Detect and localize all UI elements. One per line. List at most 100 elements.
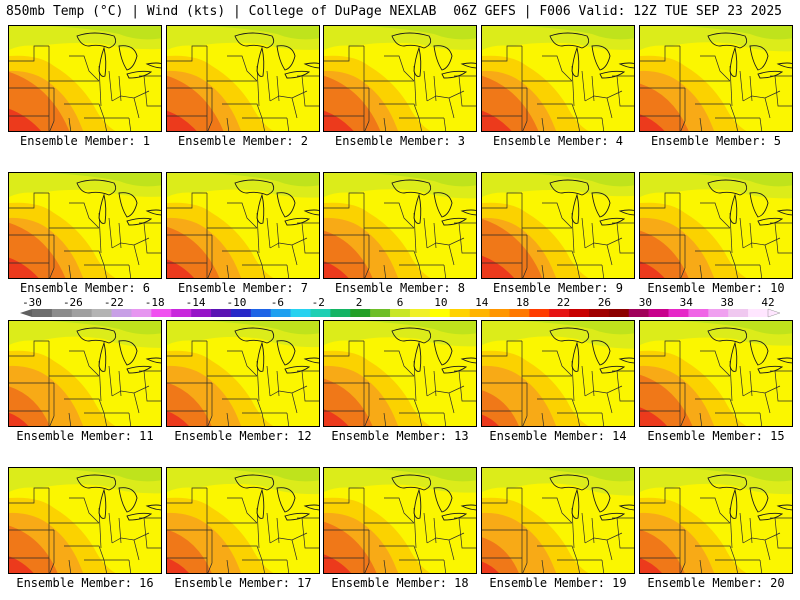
ensemble-member-label: Ensemble Member: 12 xyxy=(174,429,312,443)
temperature-map xyxy=(640,173,792,278)
ensemble-panel xyxy=(323,172,477,279)
colorbar-tick-label: -18 xyxy=(145,297,165,309)
colorbar-tick-label: -30 xyxy=(22,297,42,309)
temperature-map xyxy=(324,173,476,278)
ensemble-member-label: Ensemble Member: 6 xyxy=(19,281,151,295)
colorbar-tick-label: 42 xyxy=(761,297,774,309)
ensemble-member-label: Ensemble Member: 14 xyxy=(489,429,627,443)
ensemble-panel xyxy=(639,172,793,279)
map-title: 850mb Temp (°C) | Wind (kts) | College o… xyxy=(6,4,437,19)
temperature-colorbar: -30 -26 -22 -18 -14 -10 -6 -2 2 6 10 14 18 22 26 30 34 38… xyxy=(20,297,781,318)
ensemble-panel xyxy=(8,467,162,574)
temperature-map xyxy=(640,468,792,573)
colorbar-tick-label: 18 xyxy=(516,297,529,309)
ensemble-panel xyxy=(481,172,635,279)
ensemble-member-label: Ensemble Member: 20 xyxy=(647,576,785,590)
colorbar-tick-label: 30 xyxy=(639,297,652,309)
colorbar-swatch xyxy=(111,309,132,317)
colorbar-tick-label: 26 xyxy=(598,297,611,309)
colorbar-swatch xyxy=(429,309,451,317)
colorbar-swatch xyxy=(489,309,510,317)
ensemble-panel xyxy=(323,467,477,574)
ensemble-member-label: Ensemble Member: 1 xyxy=(19,134,151,148)
colorbar-swatch xyxy=(569,309,590,317)
colorbar-swatch xyxy=(211,309,232,317)
ensemble-member-label: Ensemble Member: 19 xyxy=(489,576,627,590)
colorbar-swatch xyxy=(290,309,311,317)
colorbar-swatch xyxy=(370,309,391,317)
colorbar-swatch xyxy=(230,309,252,317)
ensemble-panel xyxy=(8,25,162,132)
colorbar-swatch xyxy=(628,309,649,317)
colorbar-swatch xyxy=(588,309,610,317)
colorbar-swatch xyxy=(250,309,272,317)
ensemble-panel xyxy=(166,25,320,132)
ensemble-panel xyxy=(323,320,477,427)
colorbar-swatch xyxy=(32,309,53,317)
ensemble-member-label: Ensemble Member: 3 xyxy=(334,134,466,148)
ensemble-member-label: Ensemble Member: 15 xyxy=(647,429,785,443)
ensemble-member-label: Ensemble Member: 8 xyxy=(334,281,466,295)
temperature-map xyxy=(9,321,161,426)
colorbar-tick-label: 6 xyxy=(397,297,404,309)
ensemble-panel xyxy=(481,467,635,574)
temperature-map xyxy=(482,468,634,573)
ensemble-panel xyxy=(323,25,477,132)
colorbar-tick-label: 10 xyxy=(434,297,447,309)
colorbar-tick-label: 38 xyxy=(720,297,733,309)
colorbar-swatch xyxy=(449,309,470,317)
ensemble-panel xyxy=(481,320,635,427)
colorbar-tick-label: 22 xyxy=(557,297,570,309)
colorbar-tick-label: -14 xyxy=(186,297,206,309)
ensemble-member-label: Ensemble Member: 7 xyxy=(177,281,309,295)
colorbar-tick-label: -26 xyxy=(63,297,83,309)
ensemble-member-label: Ensemble Member: 13 xyxy=(331,429,469,443)
ensemble-member-label: Ensemble Member: 4 xyxy=(492,134,624,148)
colorbar-swatch xyxy=(390,309,411,317)
colorbar-min-arrow xyxy=(20,309,32,317)
ensemble-panel xyxy=(639,25,793,132)
ensemble-panel xyxy=(8,320,162,427)
colorbar-tick-label: 14 xyxy=(475,297,489,309)
colorbar-tick-label: -6 xyxy=(271,297,284,309)
colorbar-tick-label: 2 xyxy=(356,297,363,309)
ensemble-panel xyxy=(639,467,793,574)
temperature-map xyxy=(324,468,476,573)
ensemble-panel xyxy=(166,320,320,427)
colorbar-swatch xyxy=(350,309,371,317)
ensemble-member-label: Ensemble Member: 11 xyxy=(16,429,154,443)
colorbar-swatch xyxy=(51,309,73,317)
ensemble-panel xyxy=(166,172,320,279)
temperature-map xyxy=(167,468,319,573)
colorbar-swatch xyxy=(469,309,490,317)
colorbar-swatch xyxy=(310,309,331,317)
ensemble-panel xyxy=(481,25,635,132)
temperature-map xyxy=(482,26,634,131)
colorbar-swatch xyxy=(728,309,749,317)
colorbar-swatch xyxy=(171,309,192,317)
model-run-info: 06Z GEFS | F006 Valid: 12Z TUE SEP 23 20… xyxy=(453,4,782,19)
temperature-map xyxy=(324,26,476,131)
colorbar-tick-label: -2 xyxy=(312,297,325,309)
ensemble-panel xyxy=(8,172,162,279)
ensemble-member-label: Ensemble Member: 10 xyxy=(647,281,785,295)
ensemble-member-label: Ensemble Member: 18 xyxy=(331,576,469,590)
colorbar-swatch xyxy=(688,309,709,317)
ensemble-member-label: Ensemble Member: 9 xyxy=(492,281,624,295)
temperature-map xyxy=(482,173,634,278)
temperature-map xyxy=(167,173,319,278)
ensemble-member-label: Ensemble Member: 17 xyxy=(174,576,312,590)
colorbar-swatch xyxy=(71,309,92,317)
colorbar-swatch xyxy=(668,309,689,317)
colorbar-swatch xyxy=(270,309,291,317)
colorbar-max-arrow xyxy=(767,308,781,318)
colorbar-tick-label: -22 xyxy=(104,297,124,309)
ensemble-panel xyxy=(166,467,320,574)
colorbar-swatch xyxy=(91,309,112,317)
temperature-map xyxy=(324,321,476,426)
colorbar-swatch xyxy=(330,309,351,317)
ensemble-member-label: Ensemble Member: 2 xyxy=(177,134,309,148)
colorbar-swatch xyxy=(509,309,530,317)
temperature-map xyxy=(640,26,792,131)
colorbar-swatch xyxy=(529,309,550,317)
